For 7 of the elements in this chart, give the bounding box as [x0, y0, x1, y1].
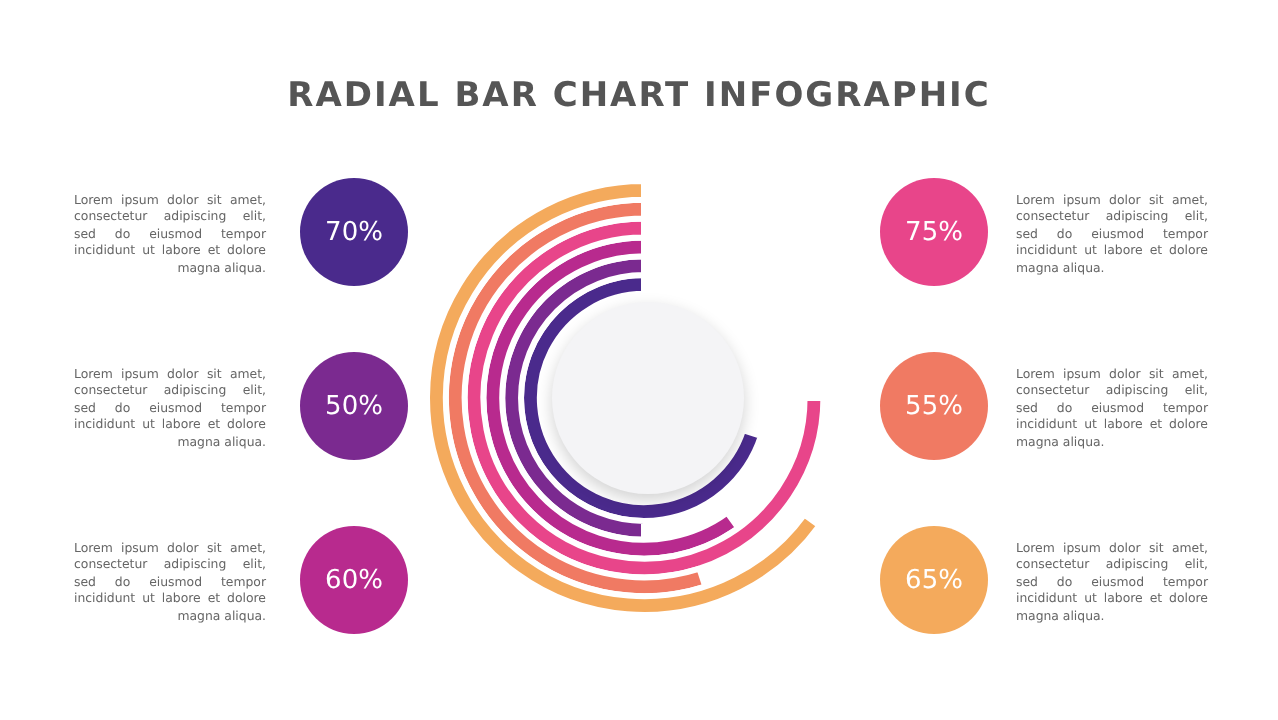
data-label: 55%: [880, 352, 988, 460]
data-label: 75%: [880, 178, 988, 286]
data-label: 65%: [880, 526, 988, 634]
data-label: 60%: [300, 526, 408, 634]
data-label: 50%: [300, 352, 408, 460]
data-label: 70%: [300, 178, 408, 286]
text: RADIAL BAR CHART INFOGRAPHIC: [285, 76, 993, 116]
